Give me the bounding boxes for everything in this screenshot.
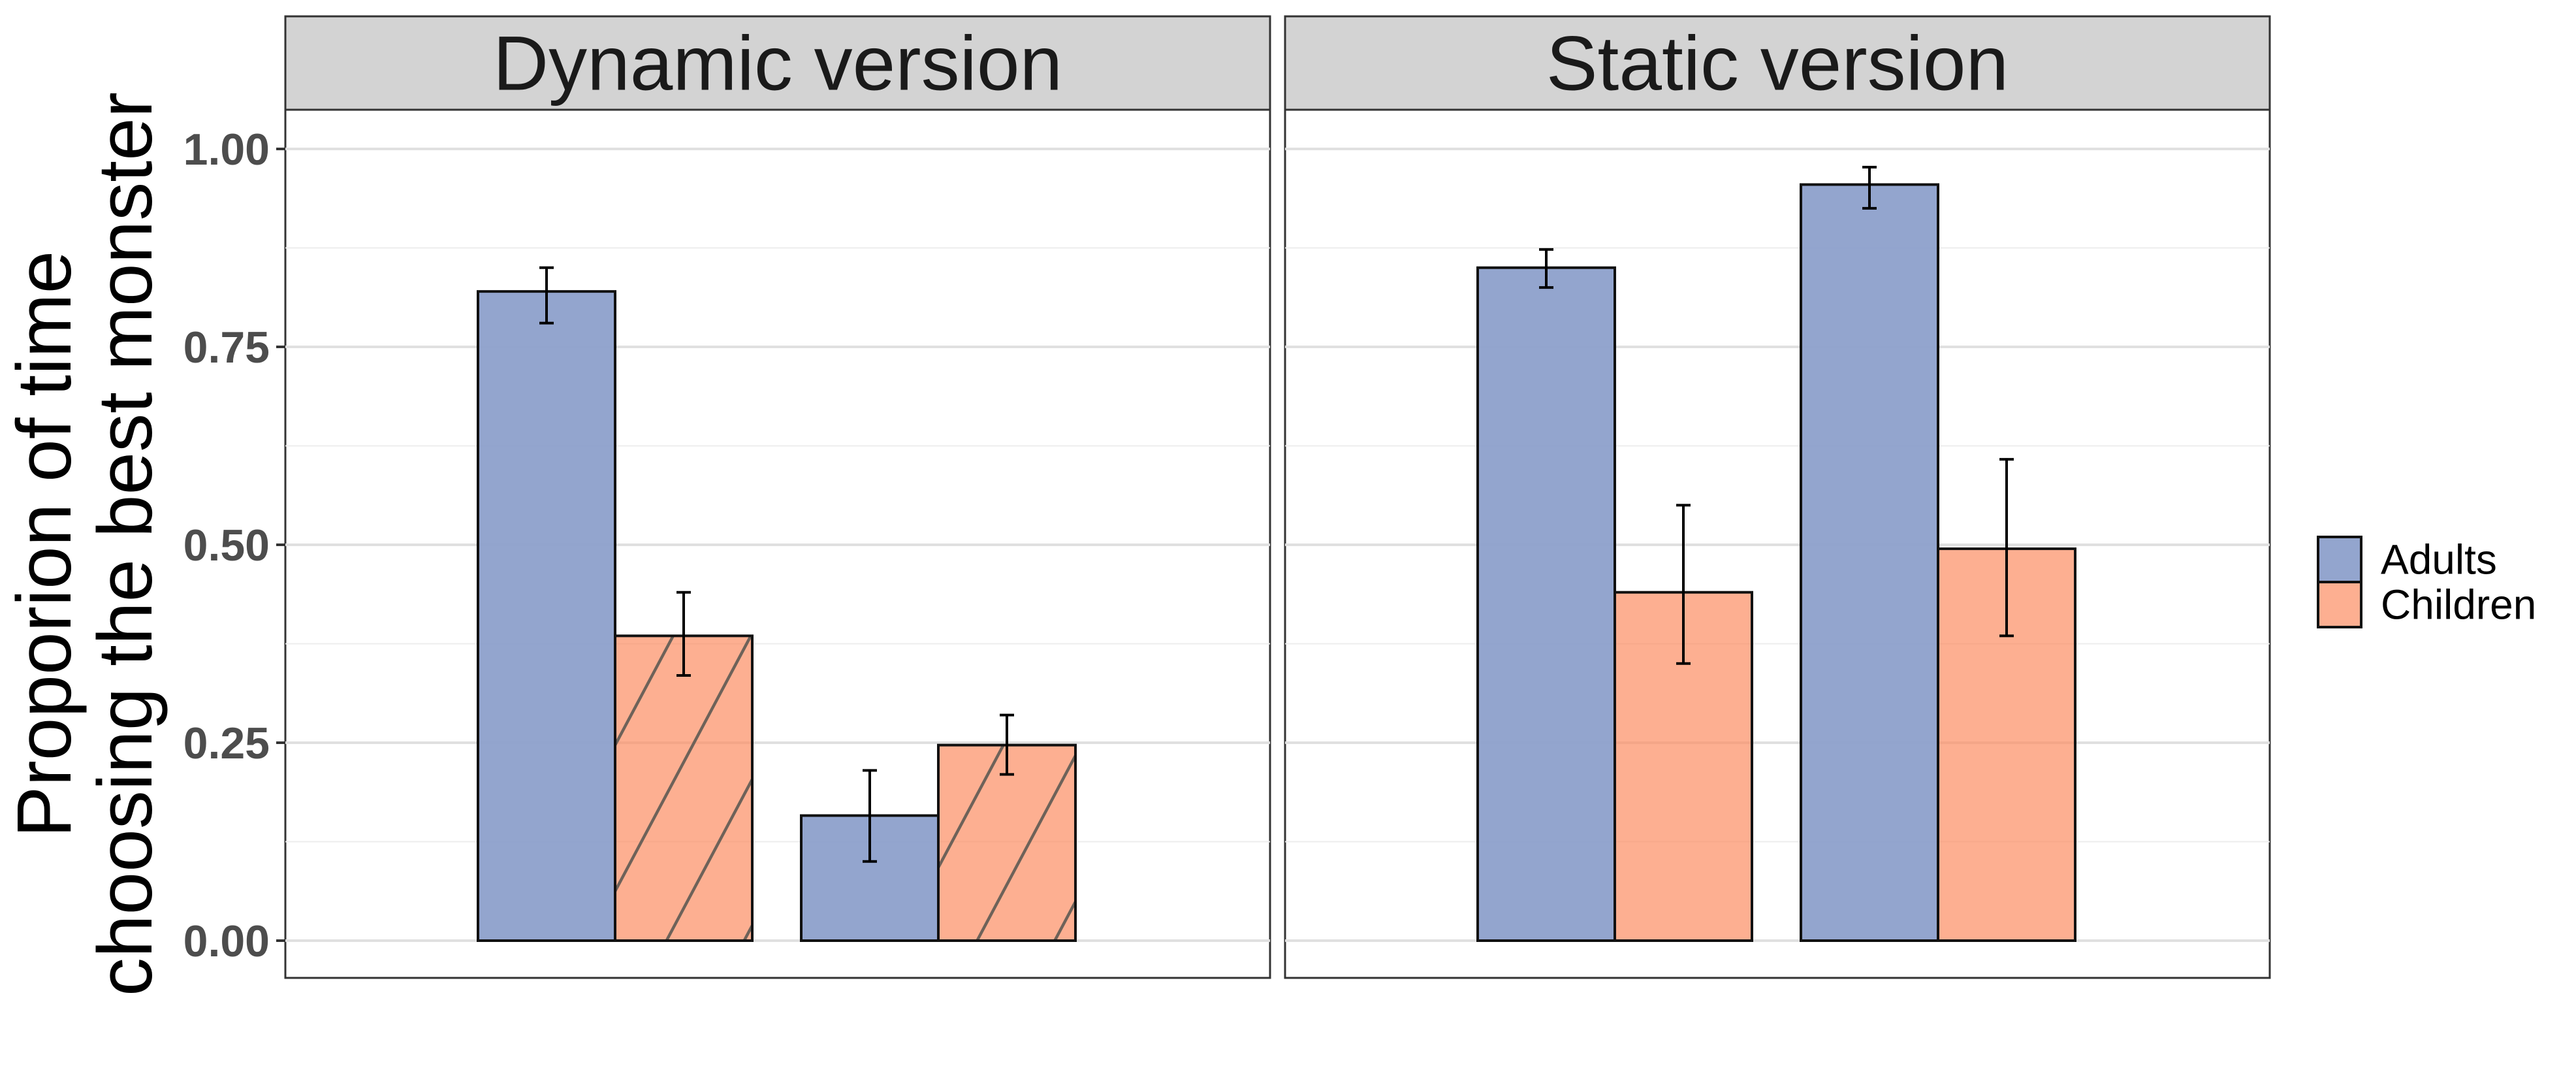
y-axis: 0.00 0.25 0.50 0.75 1.00 <box>183 125 285 966</box>
bar-hatch <box>938 745 1075 941</box>
legend-key-adults <box>2317 536 2362 583</box>
y-tick-label: 0.50 <box>183 521 270 570</box>
facet-strip <box>284 15 1271 111</box>
y-axis-title-line-2: choosing the best monster <box>82 92 168 996</box>
bar-hatch <box>615 636 752 941</box>
bar-adults <box>478 291 615 941</box>
legend-key-children <box>2317 581 2362 628</box>
y-tick-label: 0.25 <box>183 719 270 768</box>
y-tick-label: 0.75 <box>183 323 270 372</box>
facet-strip <box>1284 15 2271 111</box>
y-tick-label: 1.00 <box>183 125 270 174</box>
legend-label-adults: Adults <box>2381 536 2497 583</box>
legend-label-children: Children <box>2381 581 2536 628</box>
y-axis-title-line-1: Proporion of time <box>1 251 87 838</box>
facet-strip-title: Static version <box>1546 21 2009 107</box>
facet-strip-title: Dynamic version <box>493 21 1062 107</box>
panel-2: Static version <box>1284 15 2271 979</box>
y-tick-label: 0.00 <box>183 916 270 966</box>
bar-adults <box>1478 267 1615 941</box>
bar-adults <box>1801 184 1938 941</box>
panel-1: Dynamic version <box>284 15 1271 979</box>
panels: Dynamic version Static version <box>284 15 2271 979</box>
